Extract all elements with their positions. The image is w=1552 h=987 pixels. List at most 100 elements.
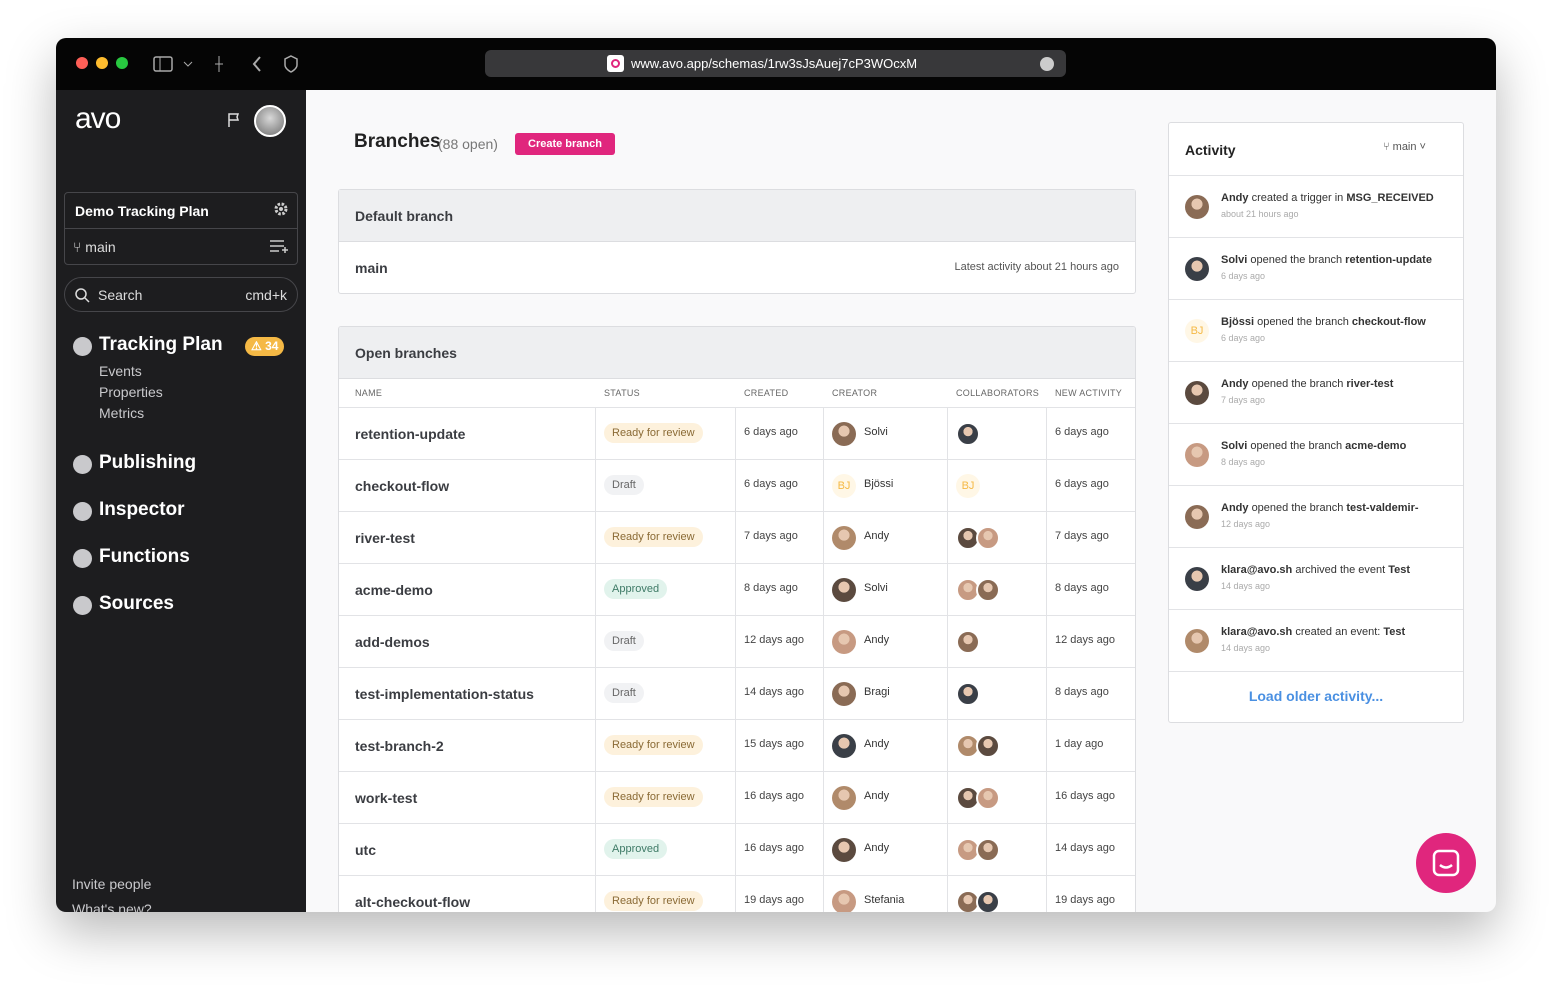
- creator: Andy: [864, 634, 890, 646]
- column-divider: [947, 564, 948, 616]
- activity-action: created an event:: [1295, 626, 1381, 638]
- column-divider: [947, 876, 948, 912]
- settings-icon[interactable]: [273, 201, 289, 217]
- minimize-button[interactable]: [96, 57, 108, 69]
- toolbar-icons[interactable]: [152, 54, 302, 74]
- branch-row[interactable]: work-test Ready for review 16 days ago Andy…: [339, 772, 1135, 824]
- branch-row[interactable]: checkout-flow Draft 6 days ago BJ Bjössi BJ 6 …: [339, 460, 1135, 512]
- branch-row[interactable]: river-test Ready for review 7 days ago Andy…: [339, 512, 1135, 564]
- nav-item[interactable]: Publishing: [99, 452, 197, 473]
- branch-name: work-test: [355, 790, 418, 806]
- column-divider: [823, 512, 824, 564]
- created: 6 days ago: [744, 478, 798, 490]
- activity-item[interactable]: klara@avo.sh archived the event Test 14 d…: [1169, 548, 1463, 610]
- activity-item[interactable]: Andy opened the branch test-valdemir- 12 …: [1169, 486, 1463, 548]
- activity-item[interactable]: Andy opened the branch river-test 7 days …: [1169, 362, 1463, 424]
- created: 14 days ago: [744, 686, 804, 698]
- branch-name: checkout-flow: [355, 478, 450, 494]
- created: 6 days ago: [744, 426, 798, 438]
- activity-item[interactable]: Solvi opened the branch acme-demo 8 days …: [1169, 424, 1463, 486]
- activity-item[interactable]: Andy created a trigger in MSG_RECEIVED ab…: [1169, 176, 1463, 238]
- logo[interactable]: avo: [75, 102, 121, 135]
- activity-item[interactable]: klara@avo.sh created an event: Test 14 da…: [1169, 610, 1463, 672]
- activity-action: opened the branch: [1250, 440, 1343, 452]
- favicon-mark: [611, 59, 620, 68]
- more-button[interactable]: [1040, 57, 1054, 71]
- status-pill: Ready for review: [604, 423, 703, 443]
- activity-actor: Solvi: [1221, 254, 1248, 266]
- warning-badge[interactable]: ⚠ 34: [245, 337, 285, 356]
- whats-new-link[interactable]: What's new?: [72, 901, 152, 912]
- column-divider: [595, 668, 596, 720]
- default-branch-name[interactable]: main: [355, 260, 388, 276]
- branch-name: alt-checkout-flow: [355, 894, 471, 910]
- nav-subitem[interactable]: Properties: [99, 384, 163, 400]
- activity-item[interactable]: Solvi opened the branch retention-update…: [1169, 238, 1463, 300]
- created: 19 days ago: [744, 894, 804, 906]
- branch-row[interactable]: test-implementation-status Draft 14 days a…: [339, 668, 1135, 720]
- nav-item[interactable]: Inspector: [99, 499, 185, 520]
- avatar: [976, 526, 1000, 550]
- nav-icon: [73, 502, 92, 521]
- close-button[interactable]: [76, 57, 88, 69]
- created: 15 days ago: [744, 738, 804, 750]
- branch-row[interactable]: acme-demo Approved 8 days ago Solvi 8 days a…: [339, 564, 1135, 616]
- user-avatar[interactable]: [254, 105, 286, 137]
- activity-text: klara@avo.sh archived the event Test: [1221, 564, 1410, 576]
- flag-icon[interactable]: [226, 112, 242, 128]
- avatar: [976, 838, 1000, 862]
- activity-text: Andy created a trigger in MSG_RECEIVED: [1221, 192, 1434, 204]
- activity-actor: Bjössi: [1221, 316, 1255, 328]
- avatar: [832, 630, 856, 654]
- avatar: [832, 422, 856, 446]
- branch-row[interactable]: utc Approved 16 days ago Andy 14 days ago: [339, 824, 1135, 876]
- status-pill: Draft: [604, 475, 644, 495]
- nav-item[interactable]: Sources: [99, 593, 174, 614]
- branch-row[interactable]: alt-checkout-flow Ready for review 19 days…: [339, 876, 1135, 912]
- avatar: [1185, 505, 1209, 529]
- activity-item[interactable]: BJ Bjössi opened the branch checkout-flow…: [1169, 300, 1463, 362]
- nav-subitem[interactable]: Metrics: [99, 405, 145, 421]
- activity-text: Andy opened the branch river-test: [1221, 378, 1393, 390]
- branch-row[interactable]: retention-update Ready for review 6 days a…: [339, 408, 1135, 460]
- chat-button[interactable]: [1416, 833, 1476, 893]
- nav-subitem[interactable]: Events: [99, 363, 142, 379]
- avatar: [1185, 567, 1209, 591]
- activity-branch-picker[interactable]: ⑂ main ˅: [1383, 141, 1426, 153]
- workspace-box[interactable]: Demo Tracking Plan ⑂ main: [64, 192, 298, 265]
- nav-item[interactable]: Functions: [99, 546, 190, 567]
- branch-icon: ⑂: [73, 239, 86, 255]
- new-branch-icon[interactable]: [270, 239, 290, 253]
- new-activity: 8 days ago: [1055, 582, 1109, 594]
- created: 16 days ago: [744, 790, 804, 802]
- avatar-initials: BJ: [1185, 319, 1209, 343]
- url-bar[interactable]: www.avo.app/schemas/1rw3sJsAuej7cP3WOcxM: [485, 50, 1066, 77]
- new-activity: 7 days ago: [1055, 530, 1109, 542]
- new-activity: 6 days ago: [1055, 478, 1109, 490]
- card-header: Default branch: [339, 190, 1135, 242]
- avatar: [832, 838, 856, 862]
- column-divider: [947, 616, 948, 668]
- activity-actor: Andy: [1221, 192, 1249, 204]
- branch-row[interactable]: test-branch-2 Ready for review 15 days ago…: [339, 720, 1135, 772]
- column-divider: [1046, 408, 1047, 460]
- branch-row[interactable]: add-demos Draft 12 days ago Andy 12 days ago: [339, 616, 1135, 668]
- column-header: COLLABORATORS: [956, 388, 1040, 398]
- new-activity: 19 days ago: [1055, 894, 1115, 906]
- new-activity: 16 days ago: [1055, 790, 1115, 802]
- branch-name: retention-update: [355, 426, 466, 442]
- main-content: Branches (88 open) Create branch Default…: [306, 90, 1496, 912]
- zoom-button[interactable]: [116, 57, 128, 69]
- column-divider: [735, 720, 736, 772]
- load-older-button[interactable]: Load older activity...: [1248, 688, 1384, 704]
- invite-link[interactable]: Invite people: [72, 876, 152, 892]
- activity-target: checkout-flow: [1351, 316, 1426, 328]
- activity-text: Solvi opened the branch acme-demo: [1221, 440, 1406, 452]
- search-box[interactable]: Search cmd+k: [64, 277, 298, 312]
- create-branch-button[interactable]: Create branch: [515, 133, 615, 155]
- activity-actor: Solvi: [1221, 440, 1248, 452]
- nav-item[interactable]: Tracking Plan: [99, 334, 223, 355]
- activity-actor: klara@avo.sh: [1221, 626, 1293, 638]
- nav-icon: [73, 596, 92, 615]
